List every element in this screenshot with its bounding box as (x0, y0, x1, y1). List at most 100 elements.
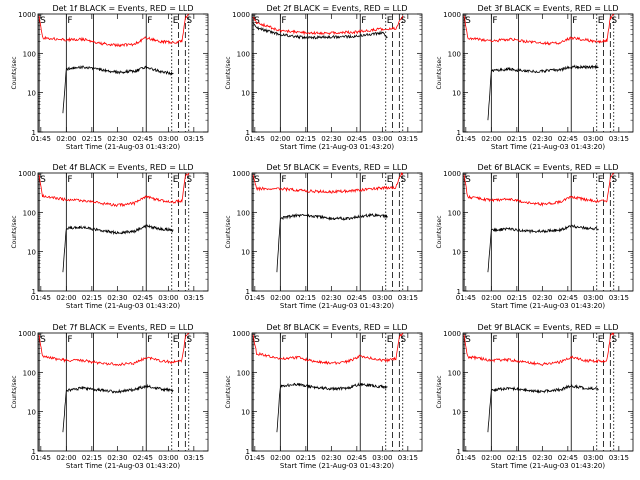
x-tick-label: 02:30 (532, 454, 552, 462)
series-line-lld (252, 172, 404, 194)
y-axis-label: Counts/sec (225, 375, 232, 408)
x-axis-label: Start Time (21-Aug-03 01:43:20) (280, 462, 394, 470)
x-tick-label: 02:00 (481, 135, 501, 143)
x-tick-label: 02:15 (82, 454, 102, 462)
plot-frame (462, 172, 634, 292)
y-tick-label: 1 (246, 448, 250, 456)
marker-label: S (611, 335, 617, 345)
y-tick-label: 1000 (18, 11, 36, 19)
panel-5: Det 5f BLACK = Events, RED = LLD 1 10 100 10… (225, 163, 423, 310)
marker-label: F (281, 16, 286, 26)
marker-label: E (387, 16, 393, 26)
x-tick-label: 02:45 (347, 454, 367, 462)
x-tick-label: 02:15 (507, 454, 527, 462)
panel-2: Det 2f BLACK = Events, RED = LLD 1 10 100 10… (225, 4, 423, 151)
x-tick-label: 02:45 (558, 454, 578, 462)
marker-label: S (400, 16, 406, 26)
y-tick-label: 1000 (18, 330, 36, 338)
y-tick-label: 1000 (232, 330, 250, 338)
x-tick-label: 01:45 (245, 454, 265, 462)
x-tick-label: 03:00 (583, 135, 603, 143)
panel-9: Det 9f BLACK = Events, RED = LLD 1 10 100 10… (436, 323, 634, 470)
y-tick-label: 1 (32, 288, 36, 296)
y-axis-label: Counts/sec (11, 375, 18, 408)
y-tick-label: 100 (237, 369, 250, 377)
marker-label: E (598, 16, 604, 26)
marker-label: E (387, 175, 393, 185)
x-tick-label: 02:30 (321, 294, 341, 302)
x-axis-label: Start Time (21-Aug-03 01:43:20) (280, 143, 394, 151)
x-tick-label: 02:00 (56, 294, 76, 302)
series-line-events (487, 384, 599, 433)
y-tick-label: 1000 (443, 170, 461, 178)
marker-label: S (611, 16, 617, 26)
x-tick-label: 02:30 (532, 135, 552, 143)
marker-label: F (492, 175, 497, 185)
marker-label: S (254, 16, 260, 26)
y-axis-label: Counts/sec (436, 375, 443, 408)
x-tick-label: 01:45 (31, 454, 51, 462)
x-tick-label: 01:45 (456, 135, 476, 143)
panel-4: Det 4f BLACK = Events, RED = LLD 1 10 100 10… (11, 163, 209, 310)
series-line-lld (252, 332, 404, 366)
y-tick-label: 1000 (232, 170, 250, 178)
panel-title: Det 1f BLACK = Events, RED = LLD (52, 4, 193, 13)
panel-title: Det 4f BLACK = Events, RED = LLD (52, 163, 193, 172)
marker-label: S (400, 335, 406, 345)
y-tick-label: 10 (452, 409, 461, 417)
x-tick-label: 02:00 (56, 454, 76, 462)
x-tick-label: 02:15 (82, 135, 102, 143)
series-line-events (487, 224, 599, 273)
plot-frame (37, 13, 209, 133)
y-tick-label: 1000 (443, 330, 461, 338)
y-tick-label: 1 (457, 288, 461, 296)
x-tick-label: 03:15 (398, 135, 418, 143)
marker-label: F (361, 335, 366, 345)
panel-title: Det 6f BLACK = Events, RED = LLD (477, 163, 618, 172)
y-tick-label: 100 (448, 50, 461, 58)
x-tick-label: 02:00 (270, 454, 290, 462)
series-line-lld (252, 15, 404, 36)
panel-title: Det 7f BLACK = Events, RED = LLD (52, 323, 193, 332)
y-tick-label: 10 (241, 249, 250, 257)
marker-label: F (67, 16, 72, 26)
marker-label: S (186, 335, 192, 345)
x-tick-label: 03:15 (184, 135, 204, 143)
series-line-events (62, 64, 174, 114)
marker-label: F (147, 335, 152, 345)
plot-frame (37, 332, 209, 452)
plot-frame (251, 13, 423, 133)
x-tick-label: 03:00 (158, 454, 178, 462)
series-line-events (276, 212, 388, 273)
panel-title: Det 8f BLACK = Events, RED = LLD (266, 323, 407, 332)
panel-title: Det 9f BLACK = Events, RED = LLD (477, 323, 618, 332)
x-tick-label: 02:15 (296, 135, 316, 143)
marker-label: S (465, 175, 471, 185)
marker-label: F (361, 16, 366, 26)
x-tick-label: 02:15 (507, 135, 527, 143)
x-axis-label: Start Time (21-Aug-03 01:43:20) (66, 302, 180, 310)
x-tick-label: 01:45 (456, 454, 476, 462)
x-axis-label: Start Time (21-Aug-03 01:43:20) (66, 462, 180, 470)
x-tick-label: 02:45 (133, 135, 153, 143)
y-tick-label: 10 (241, 409, 250, 417)
x-tick-label: 03:00 (372, 454, 392, 462)
marker-label: E (173, 335, 179, 345)
marker-label: S (254, 335, 260, 345)
y-tick-label: 100 (237, 50, 250, 58)
y-tick-label: 10 (241, 90, 250, 98)
x-axis-label: Start Time (21-Aug-03 01:43:20) (491, 462, 605, 470)
x-tick-label: 01:45 (31, 294, 51, 302)
x-tick-label: 03:00 (583, 454, 603, 462)
series-line-events (252, 22, 388, 40)
marker-label: F (147, 175, 152, 185)
x-tick-label: 03:15 (609, 294, 629, 302)
y-tick-label: 10 (27, 409, 36, 417)
y-tick-label: 10 (27, 249, 36, 257)
plot-frame (462, 332, 634, 452)
panel-8: Det 8f BLACK = Events, RED = LLD 1 10 100 10… (225, 323, 423, 470)
marker-label: E (598, 175, 604, 185)
x-tick-label: 02:15 (296, 454, 316, 462)
y-tick-label: 1000 (443, 11, 461, 19)
